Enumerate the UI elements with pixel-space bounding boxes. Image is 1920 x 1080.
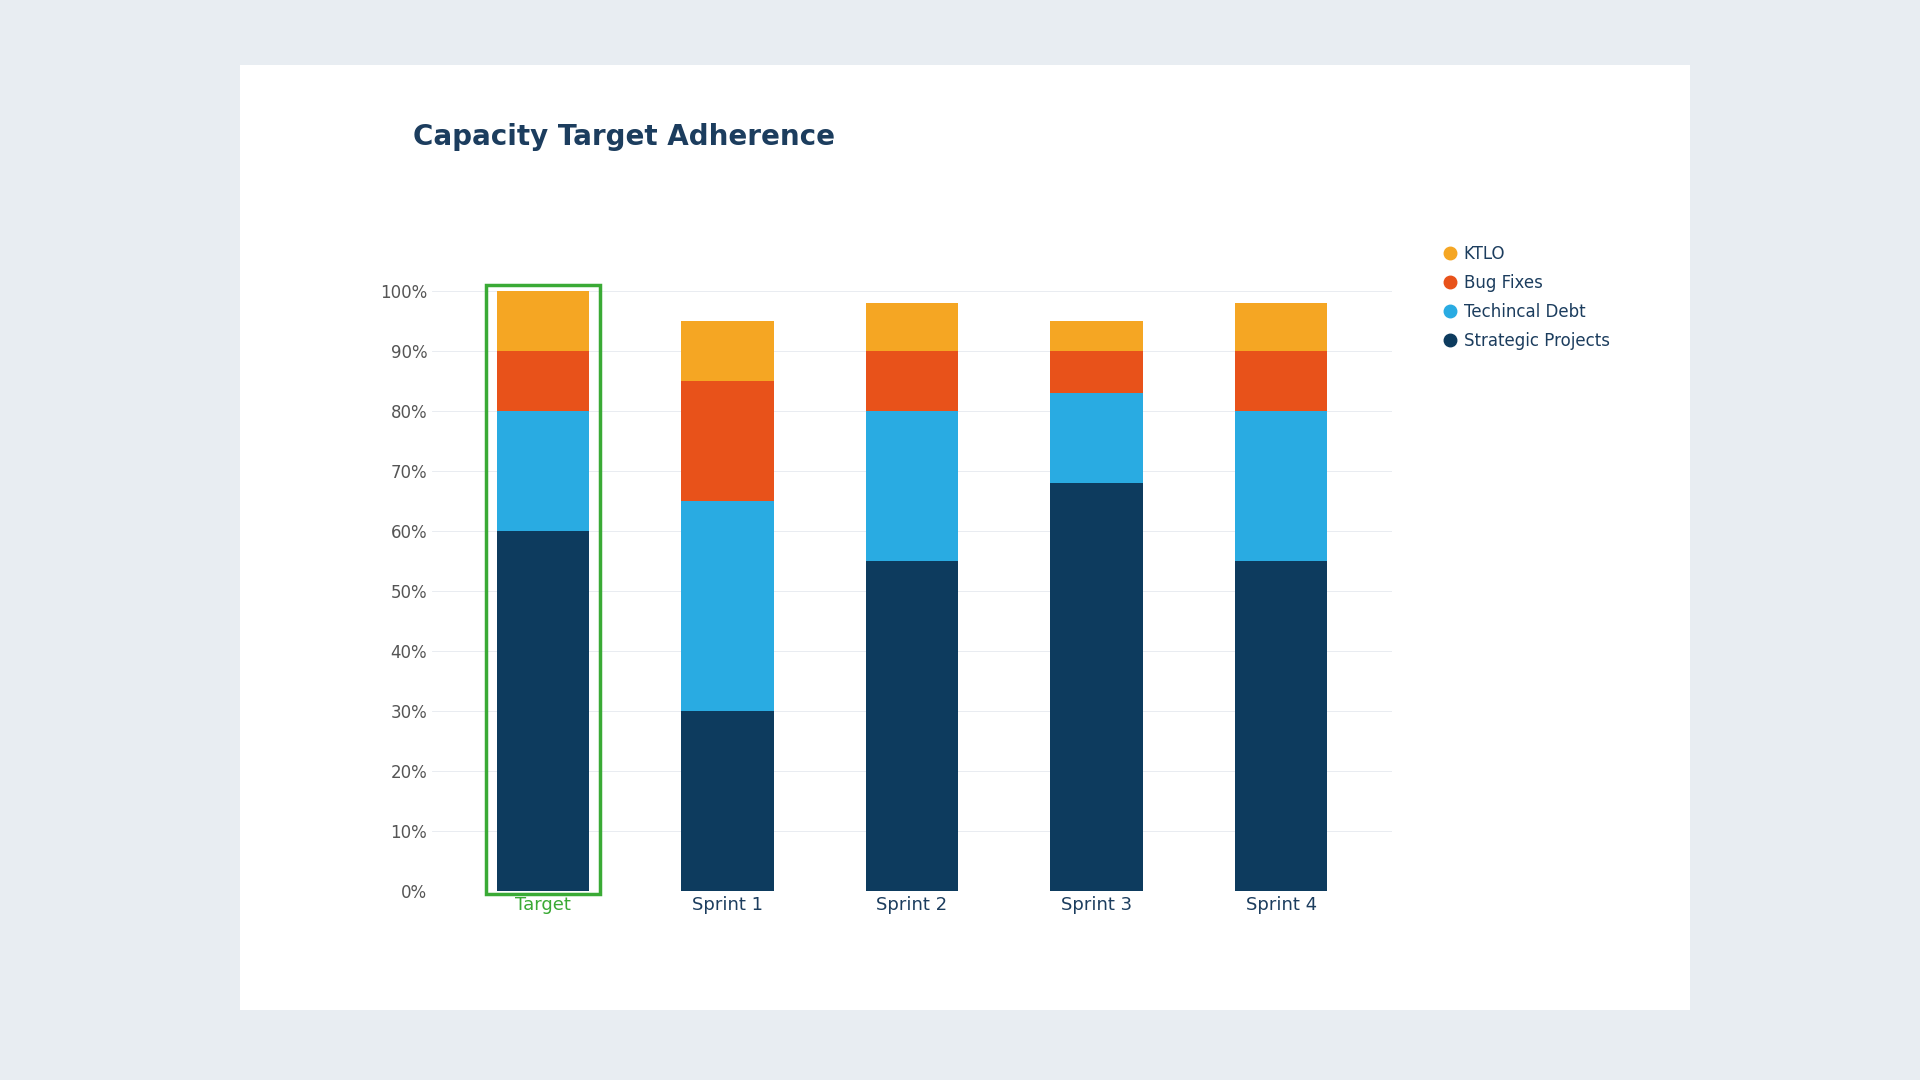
Bar xyxy=(682,711,774,891)
Bar xyxy=(682,501,774,711)
FancyBboxPatch shape xyxy=(219,51,1711,1024)
Bar xyxy=(1050,351,1142,393)
Bar xyxy=(1050,393,1142,483)
Bar xyxy=(866,303,958,351)
Bar xyxy=(1050,483,1142,891)
Bar xyxy=(1235,303,1327,351)
Bar xyxy=(682,381,774,501)
Bar xyxy=(497,531,589,891)
Bar xyxy=(497,411,589,531)
Legend: KTLO, Bug Fixes, Techincal Debt, Strategic Projects: KTLO, Bug Fixes, Techincal Debt, Strateg… xyxy=(1438,239,1617,356)
Bar xyxy=(866,411,958,561)
Text: Capacity Target Adherence: Capacity Target Adherence xyxy=(413,123,835,151)
Bar xyxy=(497,351,589,411)
Bar xyxy=(1235,411,1327,561)
Bar xyxy=(1050,321,1142,351)
Bar xyxy=(1235,561,1327,891)
Bar xyxy=(486,285,601,894)
Bar xyxy=(682,321,774,381)
Bar xyxy=(866,351,958,411)
Bar xyxy=(1235,351,1327,411)
Bar xyxy=(866,561,958,891)
Bar xyxy=(497,291,589,351)
